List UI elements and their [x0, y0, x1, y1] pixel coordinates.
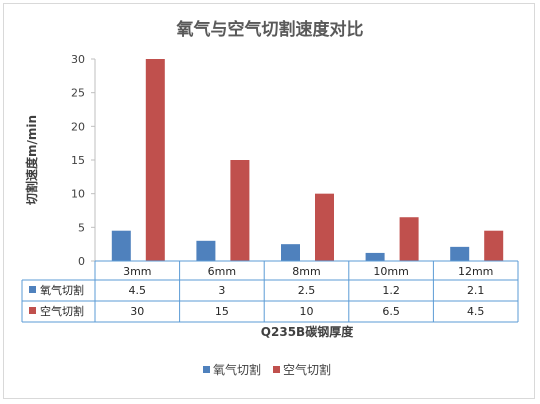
bar-air [315, 193, 334, 261]
table-legend-key [29, 286, 36, 293]
table-cell-value: 6.5 [382, 305, 400, 318]
table-cell-value: 4.5 [129, 284, 147, 297]
y-tick-label: 30 [71, 53, 85, 66]
legend: 氧气切割 空气切割 [203, 362, 331, 377]
y-tick-label: 20 [71, 120, 85, 133]
table-series-name: 氧气切割 [40, 283, 84, 297]
x-tick-label: 3mm [123, 265, 151, 278]
x-tick-label: 12mm [458, 265, 493, 278]
table-cell-value: 15 [215, 305, 229, 318]
data-table: 3mm 6mm 8mm 10mm 12mm 氧气切割 4.5 3 2.5 1.2 2.1 空气切割 30… [21, 260, 519, 323]
x-tick-label: 6mm [208, 265, 236, 278]
y-tick-label: 0 [78, 255, 85, 268]
chart-title: 氧气与空气切割速度对比 [176, 19, 364, 40]
table-cell-value: 1.2 [382, 284, 400, 297]
bars [111, 59, 504, 261]
bar-air [230, 160, 250, 261]
legend-swatch [273, 366, 280, 373]
bar-oxygen [450, 246, 470, 261]
legend-label: 空气切割 [283, 362, 331, 377]
legend-swatch [203, 366, 210, 373]
bar-oxygen [196, 240, 216, 261]
bar-oxygen [281, 244, 300, 261]
table-legend-key [29, 307, 36, 314]
table-cell-value: 10 [300, 305, 314, 318]
axes: 0 5 10 15 20 25 30 [71, 53, 96, 268]
x-tick-label: 8mm [292, 265, 320, 278]
table-series-name: 空气切割 [40, 304, 84, 318]
chart-frame [3, 3, 535, 399]
y-tick-label: 10 [71, 188, 85, 201]
bar-air [145, 59, 165, 261]
bar-oxygen [111, 230, 131, 261]
x-tick-label: 10mm [373, 265, 408, 278]
table-cell-value: 4.5 [467, 305, 485, 318]
x-axis-label: Q235B碳钢厚度 [261, 324, 354, 339]
table-cell-value: 2.5 [298, 284, 316, 297]
table-cell-value: 3 [218, 284, 225, 297]
bar-air [484, 230, 504, 261]
legend-label: 氧气切割 [213, 362, 261, 377]
y-tick-label: 25 [71, 87, 85, 100]
table-cell-value: 2.1 [467, 284, 485, 297]
y-tick-label: 5 [78, 221, 85, 234]
y-tick-label: 15 [71, 154, 85, 167]
bar-air [399, 217, 419, 261]
bar-oxygen [365, 252, 385, 261]
table-cell-value: 30 [130, 305, 144, 318]
y-axis-label: 切割速度m/min [24, 115, 39, 205]
